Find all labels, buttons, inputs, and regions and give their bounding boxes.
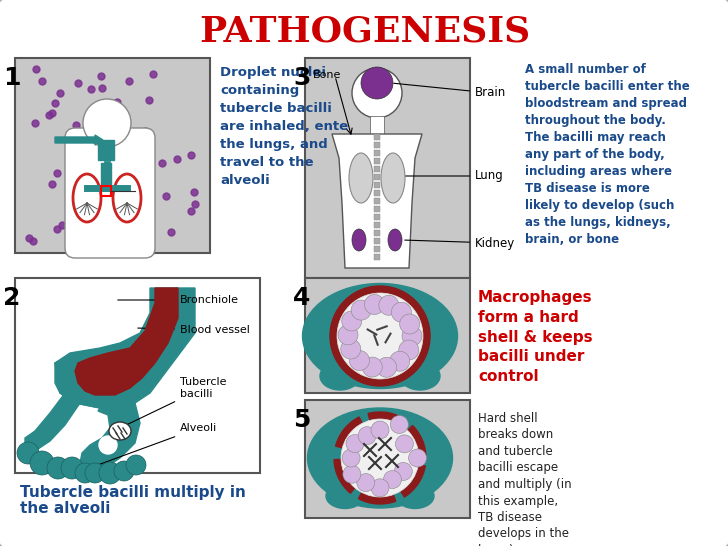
Circle shape [376,357,397,377]
Circle shape [390,416,408,434]
Text: 2: 2 [3,286,20,310]
Polygon shape [75,288,178,395]
FancyBboxPatch shape [305,58,470,278]
FancyBboxPatch shape [374,174,380,180]
Polygon shape [25,353,100,451]
Circle shape [379,295,399,315]
Circle shape [363,357,382,377]
Circle shape [17,442,39,464]
Circle shape [330,286,430,386]
Text: Tubercle
bacilli: Tubercle bacilli [122,377,226,427]
Ellipse shape [388,229,402,251]
Wedge shape [380,458,425,497]
FancyBboxPatch shape [374,214,380,220]
Circle shape [341,339,361,359]
Wedge shape [358,458,396,504]
Text: Tubercle bacilli multiply in: Tubercle bacilli multiply in [20,485,246,500]
Circle shape [408,449,427,467]
Ellipse shape [396,484,434,508]
Circle shape [389,351,410,371]
Text: Macrophages
form a hard
shell & keeps
bacilli under
control: Macrophages form a hard shell & keeps ba… [478,290,593,384]
Circle shape [395,462,412,480]
Circle shape [85,463,105,483]
Ellipse shape [303,283,457,389]
Circle shape [47,457,69,479]
Circle shape [346,435,364,453]
Circle shape [400,314,419,334]
Text: PATHOGENESIS: PATHOGENESIS [199,15,531,49]
FancyBboxPatch shape [374,198,380,204]
FancyBboxPatch shape [374,254,380,260]
Circle shape [99,436,117,454]
Circle shape [371,421,389,439]
Text: the alveoli: the alveoli [20,501,111,516]
Text: Droplet nuclei
containing
tubercle bacilli
are inhaled, ente
the lungs, and
trav: Droplet nuclei containing tubercle bacil… [220,66,348,187]
Wedge shape [380,425,426,460]
FancyBboxPatch shape [374,166,380,172]
Text: 1: 1 [3,66,20,90]
Ellipse shape [326,484,364,508]
Circle shape [352,68,402,118]
Circle shape [61,457,83,479]
FancyBboxPatch shape [305,278,470,393]
Text: 3: 3 [293,66,310,90]
Circle shape [365,294,384,314]
Wedge shape [368,412,405,458]
Circle shape [337,293,423,379]
Circle shape [399,340,419,360]
Circle shape [357,473,375,491]
FancyBboxPatch shape [98,140,114,160]
FancyBboxPatch shape [374,142,380,148]
Text: Brain: Brain [394,84,506,99]
FancyBboxPatch shape [374,246,380,252]
Polygon shape [80,403,140,473]
Text: A small number of
tubercle bacilli enter the
bloodstream and spread
throughout t: A small number of tubercle bacilli enter… [525,63,689,246]
FancyArrow shape [55,135,103,145]
Circle shape [83,99,131,147]
Wedge shape [334,458,380,493]
Circle shape [342,449,360,467]
Circle shape [361,67,393,99]
Text: Blood vessel: Blood vessel [138,325,250,335]
Circle shape [30,451,54,475]
Text: 4: 4 [293,286,310,310]
Ellipse shape [320,362,360,390]
FancyBboxPatch shape [15,58,210,253]
Text: Bronchiole: Bronchiole [118,295,239,305]
FancyBboxPatch shape [374,150,380,156]
Polygon shape [55,288,195,408]
Ellipse shape [349,153,373,203]
Text: 5: 5 [293,408,310,432]
Circle shape [99,462,121,484]
Ellipse shape [109,422,131,440]
Circle shape [402,326,422,346]
Polygon shape [332,134,422,268]
FancyBboxPatch shape [101,163,111,188]
FancyBboxPatch shape [305,400,470,518]
Circle shape [351,300,371,320]
Circle shape [343,465,361,483]
FancyBboxPatch shape [374,206,380,212]
FancyBboxPatch shape [15,278,260,473]
Circle shape [349,351,369,371]
Circle shape [371,479,389,497]
FancyBboxPatch shape [374,182,380,188]
Circle shape [341,311,362,331]
Circle shape [126,455,146,475]
Circle shape [338,325,358,345]
Circle shape [358,426,376,444]
FancyBboxPatch shape [374,158,380,164]
Circle shape [75,463,95,483]
Circle shape [341,419,419,497]
Circle shape [395,435,414,453]
FancyBboxPatch shape [374,134,380,140]
FancyBboxPatch shape [374,190,380,196]
Circle shape [114,461,134,481]
Ellipse shape [400,362,440,390]
Ellipse shape [307,408,453,508]
Text: Bone: Bone [313,70,341,80]
Circle shape [392,302,411,322]
FancyBboxPatch shape [374,222,380,228]
Text: Alveoli: Alveoli [98,423,217,465]
